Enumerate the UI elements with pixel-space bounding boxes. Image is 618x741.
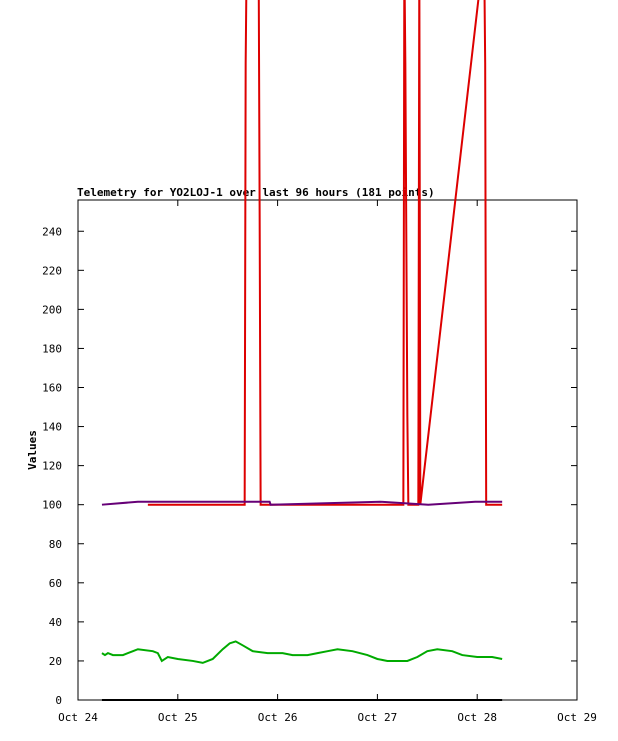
x-tick-label: Oct 25	[158, 711, 198, 724]
y-tick-label: 80	[49, 538, 62, 551]
y-tick-label: 140	[42, 421, 62, 434]
series-line	[101, 640, 503, 664]
y-tick-label: 180	[42, 342, 62, 355]
y-tick-label: 40	[49, 616, 62, 629]
y-tick-label: 120	[42, 460, 62, 473]
y-tick-label: 200	[42, 303, 62, 316]
y-tick-label: 160	[42, 382, 62, 395]
y-tick-label: 20	[49, 655, 62, 668]
x-tick-label: Oct 24	[58, 711, 98, 724]
chart-title: Telemetry for YO2LOJ-1 over last 96 hour…	[77, 186, 435, 199]
plot-frame	[77, 199, 578, 701]
y-axis-label: Values	[26, 430, 39, 470]
y-tick-label: 240	[42, 225, 62, 238]
series-line	[147, 0, 503, 506]
x-tick-label: Oct 27	[358, 711, 398, 724]
x-tick-label: Oct 29	[557, 711, 597, 724]
y-tick-label: 100	[42, 499, 62, 512]
y-tick-label: 0	[55, 694, 62, 707]
x-tick-label: Oct 26	[258, 711, 298, 724]
y-tick-label: 60	[49, 577, 62, 590]
y-tick-label: 220	[42, 264, 62, 277]
x-tick-label: Oct 28	[457, 711, 497, 724]
series-line	[101, 500, 503, 506]
